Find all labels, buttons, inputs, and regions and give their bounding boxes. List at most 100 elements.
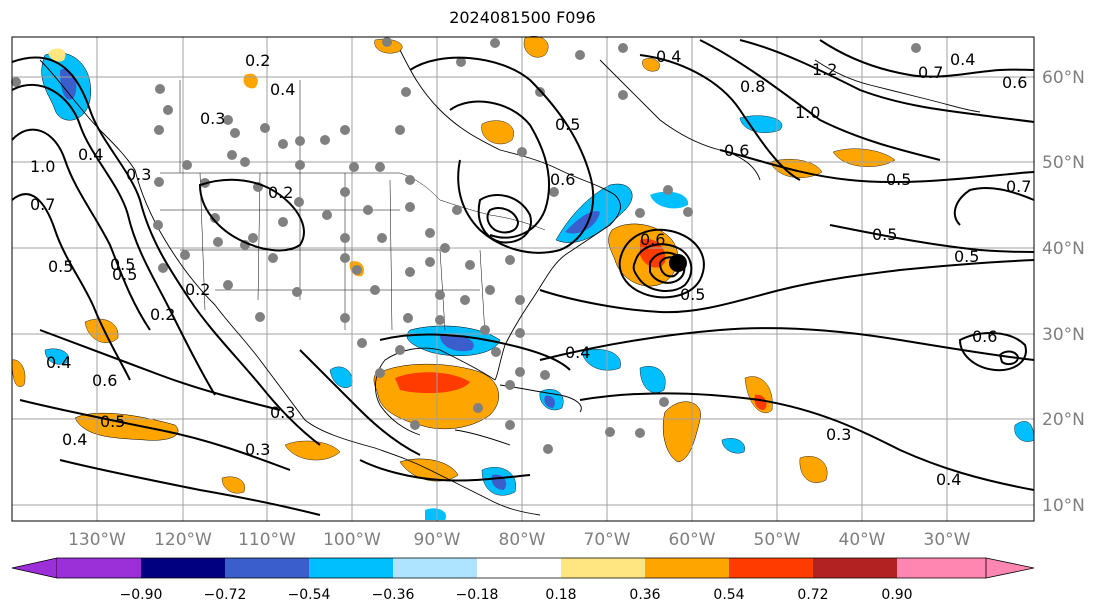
contour-label: 0.6 [724,141,749,160]
colorbar-tick-label: −0.54 [288,587,331,603]
contour-label: 0.7 [1006,177,1031,196]
shade-patch [425,508,447,520]
lon-tick-label: 70°W [584,530,631,550]
colorbar-segment [309,558,393,578]
shade-patch [662,401,701,463]
colorbar-min-extension [11,557,58,579]
shade-patch [639,366,666,393]
lat-tick-label: 50°N [1042,153,1085,173]
contour-label: 0.5 [954,247,979,266]
shade-patch [481,120,514,145]
lon-tick-label: 80°W [499,530,546,550]
colorbar-tick-label: 0.54 [713,587,744,603]
colorbar: −0.90 −0.72 −0.54 −0.36 −0.18 0.18 0.36 … [11,557,1035,603]
shade-patch [284,440,341,461]
lat-tick-label: 60°N [1042,68,1085,88]
shade-patch [799,456,828,483]
contour-label: 1.2 [812,60,837,79]
lat-tick-label: 30°N [1042,325,1085,345]
contour-label: 0.7 [30,195,55,214]
lat-tick-label: 20°N [1042,410,1085,430]
shade-patch [544,395,556,408]
shade-patch [48,48,66,62]
shade-patch [581,349,621,371]
contour-label: 0.6 [972,327,997,346]
shade-patch [395,372,470,394]
contour-label: 0.2 [185,280,210,299]
shade-patch [11,359,26,387]
shade-patch [739,115,783,133]
contour-label: 0.6 [550,170,575,189]
lon-tick-label: 50°W [754,530,801,550]
contour-lines [11,39,1035,516]
contour-label: 0.4 [936,470,961,489]
contour-label: 0.3 [126,165,151,184]
lon-tick-label: 120°W [154,530,212,550]
contour-label: 0.5 [886,170,911,189]
shade-patch [44,348,69,365]
contour-label: 0.3 [200,109,225,128]
contour-label: 0.7 [918,63,943,82]
latitude-axis: 60°N 50°N 40°N 30°N 20°N 10°N [1042,68,1085,516]
contour-label: 0.4 [270,80,295,99]
colorbar-segment [729,558,813,578]
shade-patch [440,334,474,352]
colorbar-segment [897,558,986,578]
contour-label: 0.5 [100,412,125,431]
colorbar-tick-label: 0.72 [797,587,828,603]
lat-tick-label: 40°N [1042,239,1085,259]
colorbar-segment [561,558,645,578]
contour-label: 0.4 [565,343,590,362]
colorbar-segment [813,558,897,578]
contour-labels: 0.2 0.4 0.3 0.2 1.0 0.7 0.5 0.5 0.2 0.4 … [30,47,1031,489]
colorbar-tick-label: −0.90 [120,587,163,603]
colorbar-segment [477,558,561,578]
colorbar-segment [57,558,141,578]
contour-label: 0.5 [48,257,73,276]
contour-label: 0.4 [62,430,87,449]
page-title: 2024081500 F096 [449,8,596,27]
shading-layer [11,36,1035,520]
contour-label: 0.3 [826,425,851,444]
colorbar-segment [141,558,225,578]
colorbar-tick-label: 0.18 [545,587,576,603]
contour-label: 1.0 [30,157,55,176]
colorbar-segment [393,558,477,578]
shade-patch [565,211,600,234]
colorbar-segment [225,558,309,578]
contour-label: 0.5 [555,115,580,134]
contour-label: 0.4 [656,47,681,66]
contour-label: 0.2 [245,51,270,70]
political-borders [160,80,546,336]
shade-patch [221,476,245,494]
contour-label: 0.5 [112,265,137,284]
longitude-axis: 130°W 120°W 110°W 100°W 90°W 80°W 70°W 6… [68,530,971,550]
shade-patch [74,412,179,441]
colorbar-tick-label: −0.72 [204,587,247,603]
lat-tick-label: 10°N [1042,496,1085,516]
shade-patch [721,438,745,454]
contour-label: 0.3 [245,440,270,459]
contour-label: 0.8 [740,77,765,96]
storm-center-marker [669,254,687,272]
contour-label: 0.5 [110,255,135,274]
contour-label: 0.6 [1002,73,1027,92]
contour-label: 0.5 [680,285,705,304]
coastlines [39,49,981,516]
lon-tick-label: 130°W [68,530,126,550]
contour-label: 0.4 [950,50,975,69]
colorbar-tick-label: 0.90 [881,587,912,603]
lon-tick-label: 110°W [238,530,296,550]
contour-label: 0.2 [268,183,293,202]
shade-patch [642,58,660,72]
shade-patch [754,394,767,410]
station-dots [11,37,921,454]
lon-tick-label: 90°W [414,530,461,550]
contour-label: 1.0 [795,103,820,122]
contour-label: 0.3 [270,403,295,422]
shade-patch [640,238,666,268]
colorbar-tick-label: −0.18 [456,587,499,603]
contour-label: 0.2 [150,305,175,324]
contour-label: 0.4 [78,145,103,164]
